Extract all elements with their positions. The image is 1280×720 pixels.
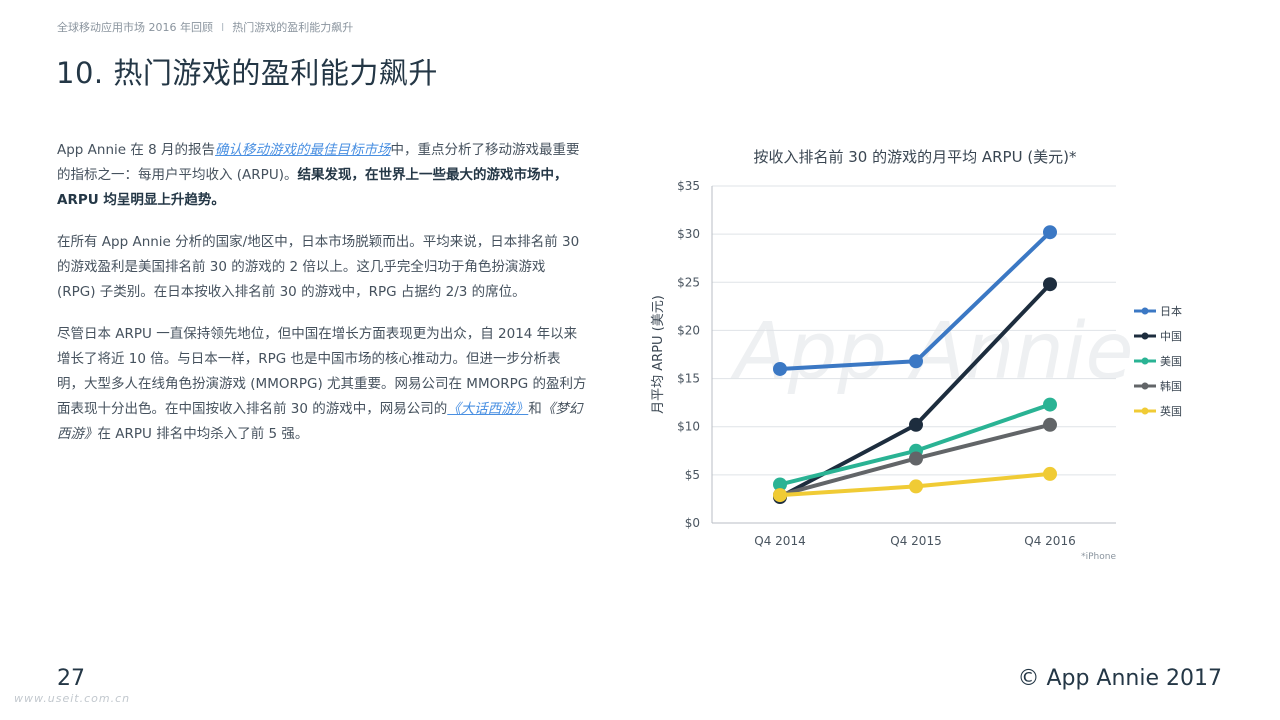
chart-watermark: App Annie [729, 307, 1133, 397]
legend-marker [1141, 332, 1149, 340]
p3-mid: 和 [528, 401, 542, 417]
site-watermark: www.useit.com.cn [14, 692, 131, 705]
legend-marker [1141, 382, 1149, 390]
paragraph-1: App Annie 在 8 月的报告确认移动游戏的最佳目标市场中，重点分析了移动… [57, 138, 587, 213]
y-tick-label: $35 [677, 179, 700, 193]
p1-mid: 中，重点分析了移动游戏最重要的指标之一：每用户平均收入 (ARPU)。 [57, 142, 580, 183]
breadcrumb-section: 热门游戏的盈利能力飙升 [232, 21, 354, 34]
p1-bold: 结果发现，在世界上一些最大的游戏市场中，ARPU 均呈明显上升趋势。 [57, 167, 568, 208]
breadcrumb-separator: I [221, 21, 225, 34]
data-point [1043, 225, 1057, 240]
y-tick-label: $0 [685, 516, 700, 530]
p3-italic: 《梦幻西游》 [57, 401, 583, 442]
legend-marker [1141, 357, 1149, 365]
paragraph-2: 在所有 App Annie 分析的国家/地区中，日本市场脱颖而出。平均来说，日本… [57, 234, 580, 300]
x-tick-label: Q4 2016 [1024, 534, 1075, 548]
report-link[interactable]: 确认移动游戏的最佳目标市场 [215, 142, 391, 158]
p1-intro: App Annie 在 8 月的报告 [57, 142, 216, 158]
legend-label: 美国 [1160, 355, 1182, 368]
p3-end: 在 ARPU 排名中均杀入了前 5 强。 [97, 426, 309, 442]
data-point [773, 477, 787, 492]
legend-label: 英国 [1160, 404, 1182, 418]
breadcrumb: 全球移动应用市场 2016 年回顾 I 热门游戏的盈利能力飙升 [57, 19, 353, 35]
y-tick-label: $30 [677, 227, 700, 241]
y-tick-label: $25 [677, 275, 700, 289]
page-number: 27 [57, 666, 85, 691]
data-point [773, 488, 787, 503]
game-link[interactable]: 《大话西游》 [447, 401, 529, 417]
legend-label: 韩国 [1160, 379, 1182, 393]
data-point [909, 417, 923, 432]
data-point [1043, 277, 1057, 292]
chart-title: 按收入排名前 30 的游戏的月平均 ARPU (美元)* [753, 148, 1077, 166]
data-point [1043, 397, 1057, 412]
legend-label: 中国 [1160, 330, 1182, 343]
paragraph-3: 尽管日本 ARPU 一直保持领先地位，但中国在增长方面表现更为出众，自 2014… [57, 322, 587, 447]
legend-label: 日本 [1160, 304, 1182, 318]
copyright: © App Annie 2017 [1017, 666, 1222, 691]
data-point [1043, 417, 1057, 432]
data-point [909, 451, 923, 466]
chart-footnote: *iPhone [1081, 552, 1116, 562]
breadcrumb-report: 全球移动应用市场 2016 年回顾 [57, 21, 213, 34]
data-point [773, 361, 787, 376]
legend-marker [1141, 307, 1149, 315]
y-axis-label: 月平均 ARPU (美元) [651, 295, 666, 414]
data-point [1043, 466, 1057, 481]
y-tick-label: $5 [685, 468, 700, 482]
y-tick-label: $20 [677, 323, 700, 337]
data-point [909, 479, 923, 494]
x-tick-label: Q4 2015 [890, 534, 941, 548]
body-text: App Annie 在 8 月的报告确认移动游戏的最佳目标市场中，重点分析了移动… [57, 138, 587, 464]
legend-marker [1141, 407, 1149, 415]
p3-text: 尽管日本 ARPU 一直保持领先地位，但中国在增长方面表现更为出众，自 2014… [57, 326, 587, 417]
page-title: 10. 热门游戏的盈利能力飙升 [56, 56, 438, 90]
y-tick-label: $10 [677, 420, 700, 434]
data-point [909, 354, 923, 369]
x-tick-label: Q4 2014 [754, 534, 805, 548]
y-tick-label: $15 [677, 372, 700, 386]
arpu-line-chart: App Annie $0 $5 $10 $15 $20 $25 $30 $35 Q4 2014 Q4… [651, 179, 1182, 562]
